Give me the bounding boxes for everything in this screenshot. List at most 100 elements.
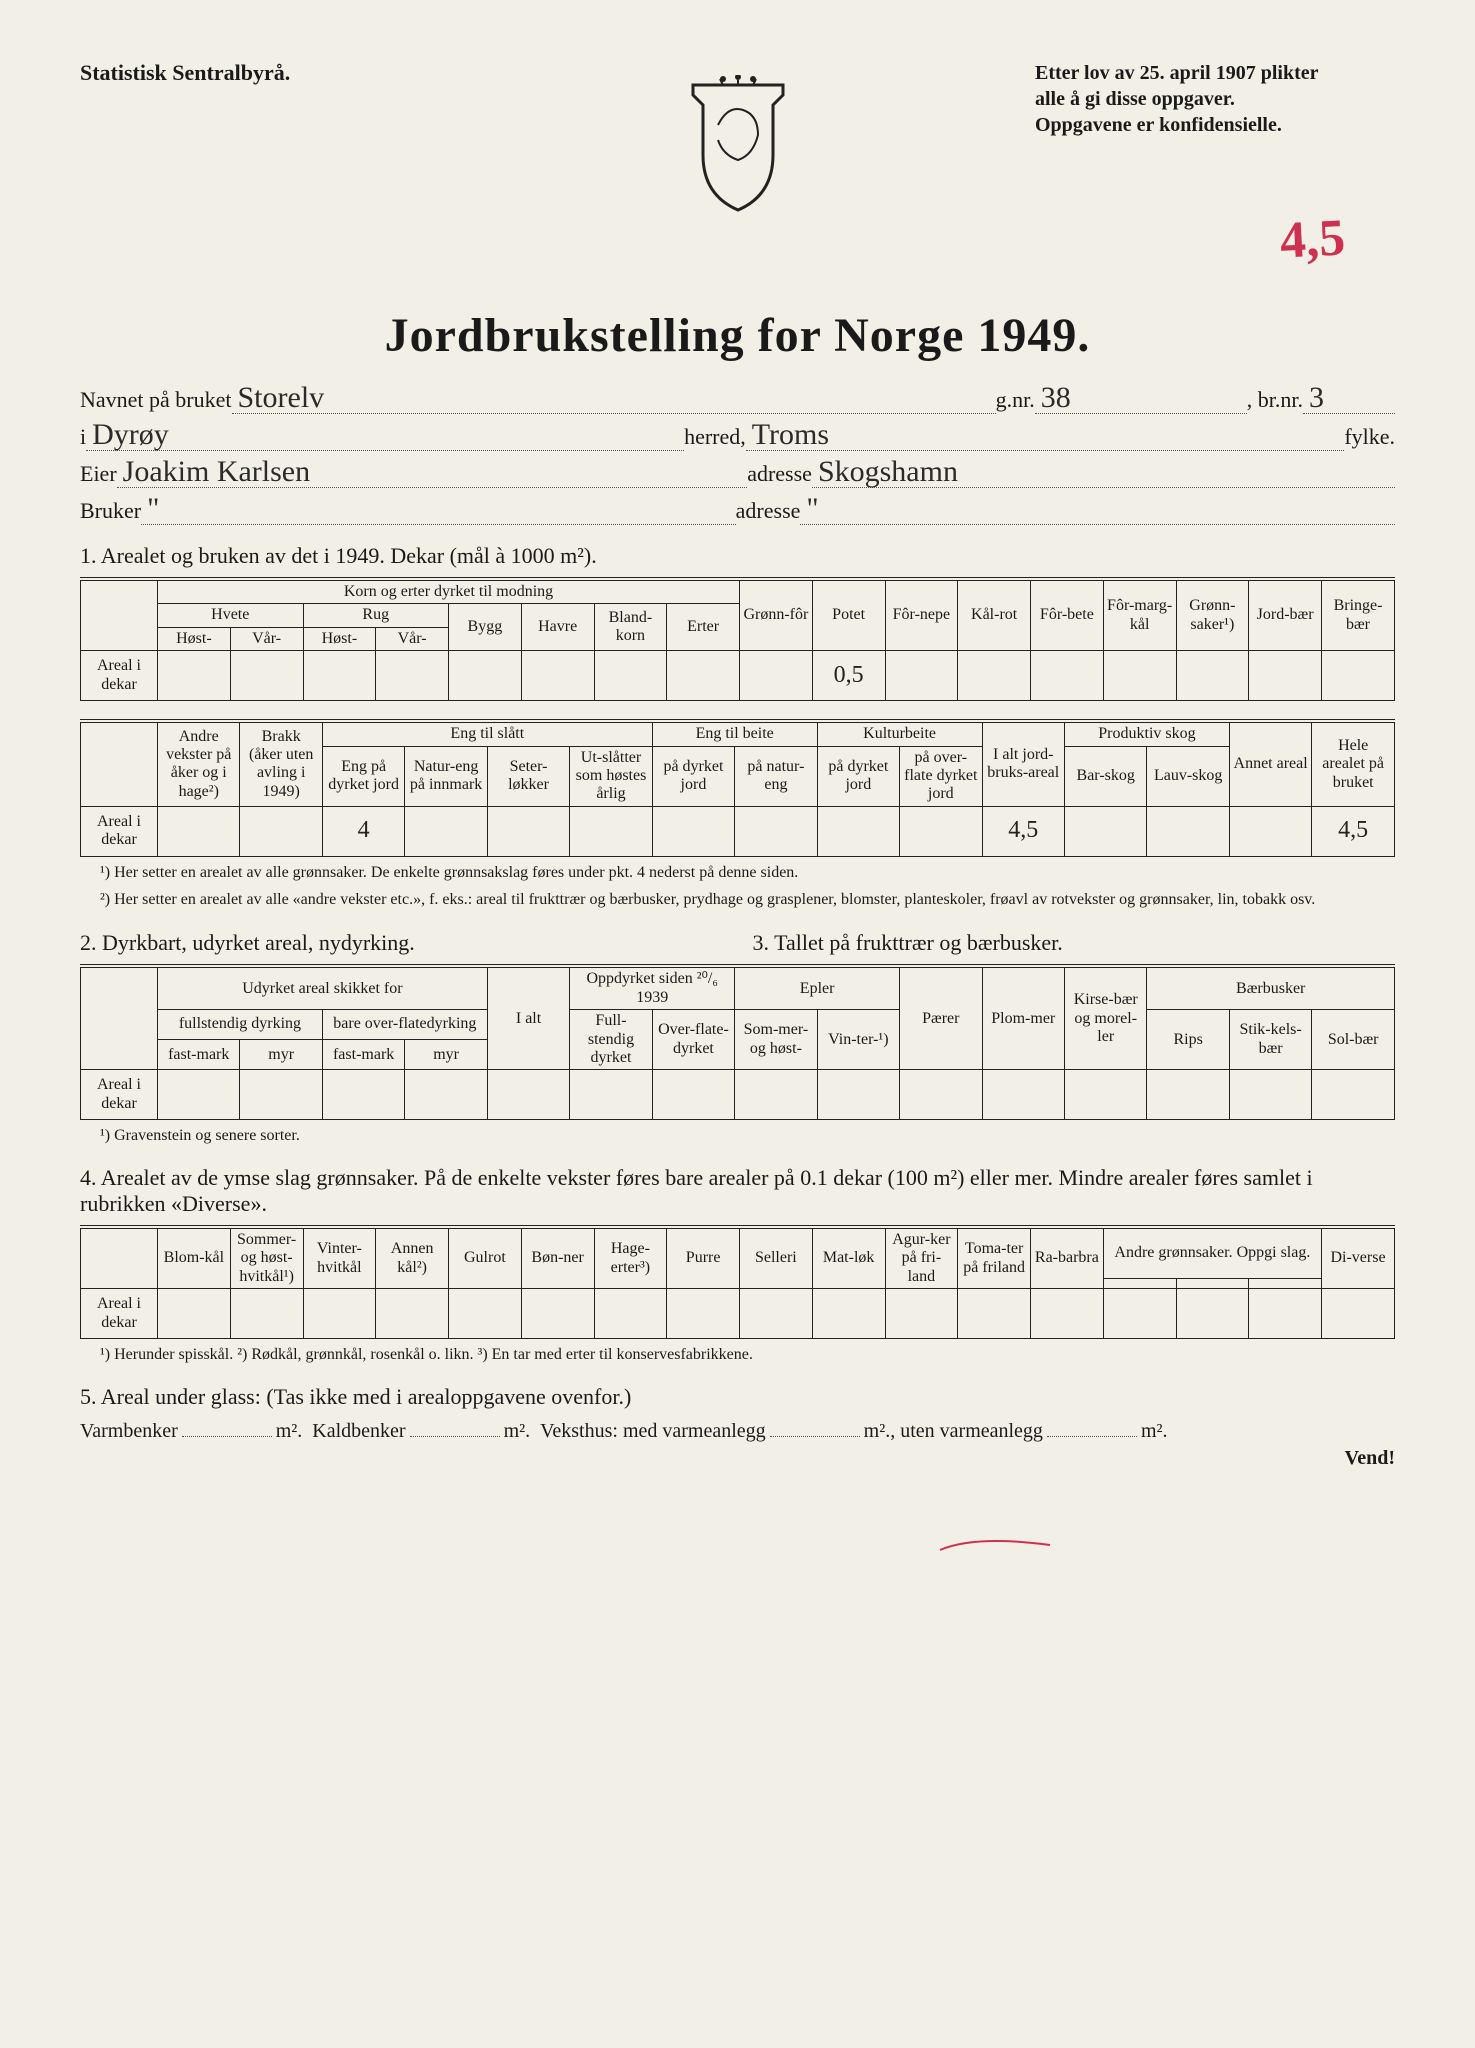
- t1-blank: [81, 579, 158, 651]
- t2-c8: [735, 806, 817, 856]
- t2-lauvskog: Lauv-skog: [1147, 746, 1229, 806]
- t3-kirse: Kirse-bær og morel-ler: [1064, 966, 1146, 1069]
- main-title: Jordbrukstelling for Norge 1949.: [80, 308, 1395, 363]
- t3-c11: [982, 1070, 1064, 1120]
- t4-c7: [594, 1289, 667, 1339]
- t4-selleri: Selleri: [740, 1227, 813, 1289]
- t1-gronnfor: Grønn-fôr: [740, 579, 813, 651]
- footnote-2: ²) Her setter en arealet av alle «andre …: [100, 890, 1395, 911]
- section-3-title: 3. Tallet på frukttrær og bærbusker.: [753, 930, 1396, 956]
- t4-c3: [303, 1289, 376, 1339]
- t4-c6: [521, 1289, 594, 1339]
- t1-c7: [594, 651, 667, 701]
- label-herred: herred,: [684, 424, 746, 450]
- t3-c4: [405, 1070, 487, 1120]
- t1-erter: Erter: [667, 604, 740, 651]
- t2-natureng: Natur-eng på innmark: [405, 746, 487, 806]
- field-gnr: 38: [1035, 383, 1247, 414]
- t1-c2: [230, 651, 303, 701]
- t1-gronnsaker: Grønn-saker¹): [1176, 579, 1249, 651]
- t1-bringebar: Bringe-bær: [1322, 579, 1395, 651]
- section-5-title: 5. Areal under glass: (Tas ikke med i ar…: [80, 1384, 1395, 1410]
- t2-kulturbeite: Kulturbeite: [817, 721, 982, 746]
- t1-rowlabel: Areal i dekar: [81, 651, 158, 701]
- t4-c11: [885, 1289, 958, 1339]
- t1-c1: [158, 651, 231, 701]
- t4-c1: [158, 1289, 231, 1339]
- label-eier: Eier: [80, 461, 117, 487]
- t3-ep-vin: Vin-ter-¹): [817, 1010, 899, 1070]
- legal-note: Etter lov av 25. april 1907 plikter alle…: [1035, 60, 1395, 138]
- red-mark-icon: [935, 1530, 1055, 1560]
- t4-a1: [1103, 1278, 1176, 1288]
- t1-c5: [449, 651, 522, 701]
- t2-prodskog: Produktiv skog: [1064, 721, 1229, 746]
- t3-c10: [900, 1070, 982, 1120]
- s5-varm-val: [182, 1436, 272, 1437]
- t1-c12: [958, 651, 1031, 701]
- field-bruket-navn: Storelv: [232, 383, 996, 414]
- t2-kb-dyrket: på dyrket jord: [817, 746, 899, 806]
- t2-c2: [240, 806, 322, 856]
- t3-epler: Epler: [735, 966, 900, 1009]
- footnote-3: ¹) Gravenstein og senere sorter.: [100, 1126, 1395, 1147]
- t4-rowlabel: Areal i dekar: [81, 1289, 158, 1339]
- label-navn: Navnet på bruket: [80, 387, 232, 413]
- t3-over: bare over-flatedyrking: [322, 1010, 487, 1040]
- t2-brakk: Brakk (åker uten avling i 1949): [240, 721, 322, 806]
- t4-c2: [230, 1289, 303, 1339]
- t3-opp-full: Full-stendig dyrket: [570, 1010, 652, 1070]
- t2-c1: [158, 806, 240, 856]
- t2-hele: Hele arealet på bruket: [1312, 721, 1395, 806]
- t1-blandkorn: Bland-korn: [594, 604, 667, 651]
- org-name: Statistisk Sentralbyrå.: [80, 60, 290, 86]
- t3-c14: [1229, 1070, 1311, 1120]
- t1-havre: Havre: [521, 604, 594, 651]
- t1-rug-host: Høst-: [303, 627, 376, 650]
- t2-c4: [405, 806, 487, 856]
- t3-udyr: Udyrket areal skikket for: [158, 966, 488, 1009]
- t4-c4: [376, 1289, 449, 1339]
- t2-beite-natur: på natur-eng: [735, 746, 817, 806]
- t2-c9: [817, 806, 899, 856]
- t4-bon: Bøn-ner: [521, 1227, 594, 1289]
- t1-hvete-var: Vår-: [230, 627, 303, 650]
- s5-m2-3: m².: [864, 1420, 891, 1443]
- t2-engslatt: Eng til slått: [322, 721, 652, 746]
- t4-hage: Hage-erter³): [594, 1227, 667, 1289]
- t4-blank: [81, 1227, 158, 1289]
- section-5-line: Varmbenkerm². Kaldbenkerm². Veksthus: me…: [80, 1420, 1395, 1443]
- t4-c10: [812, 1289, 885, 1339]
- form-line-1: Navnet på bruket Storelv g.nr. 38 , br.n…: [80, 383, 1395, 414]
- t3-c3: [322, 1070, 404, 1120]
- t3-full: fullstendig dyrking: [158, 1010, 323, 1040]
- t1-c16: [1249, 651, 1322, 701]
- t4-andre: Andre grønnsaker. Oppgi slag.: [1103, 1227, 1321, 1278]
- t2-c12: [1064, 806, 1146, 856]
- t4-c8: [667, 1289, 740, 1339]
- t3-full-fast: fast-mark: [158, 1040, 240, 1070]
- table-2-3: Udyrket areal skikket for I alt Oppdyrke…: [80, 964, 1395, 1120]
- t4-a2: [1176, 1278, 1249, 1288]
- t1-c6: [521, 651, 594, 701]
- s5-uten: , uten varmeanlegg: [890, 1420, 1043, 1443]
- t4-c17: [1322, 1289, 1395, 1339]
- t1-c8: [667, 651, 740, 701]
- t4-c16: [1249, 1289, 1322, 1339]
- section-1-title: 1. Arealet og bruken av det i 1949. Deka…: [80, 543, 1395, 569]
- t1-forbete: Fôr-bete: [1031, 579, 1104, 651]
- t1-jordbar: Jord-bær: [1249, 579, 1322, 651]
- field-bruker-adresse: ": [800, 494, 1395, 525]
- t3-c7: [652, 1070, 734, 1120]
- s5-varm: Varmbenker: [80, 1420, 178, 1443]
- legal-note-l3: Oppgavene er konfidensielle.: [1035, 112, 1395, 138]
- t4-gulrot: Gulrot: [449, 1227, 522, 1289]
- t1-c17: [1322, 651, 1395, 701]
- t4-c12: [958, 1289, 1031, 1339]
- t3-full-myr: myr: [240, 1040, 322, 1070]
- t1-hvete: Hvete: [158, 604, 304, 627]
- s5-kald-val: [410, 1436, 500, 1437]
- label-fylke: fylke.: [1344, 424, 1395, 450]
- t2-seter: Seter-løkker: [487, 746, 569, 806]
- t3-blank: [81, 966, 158, 1069]
